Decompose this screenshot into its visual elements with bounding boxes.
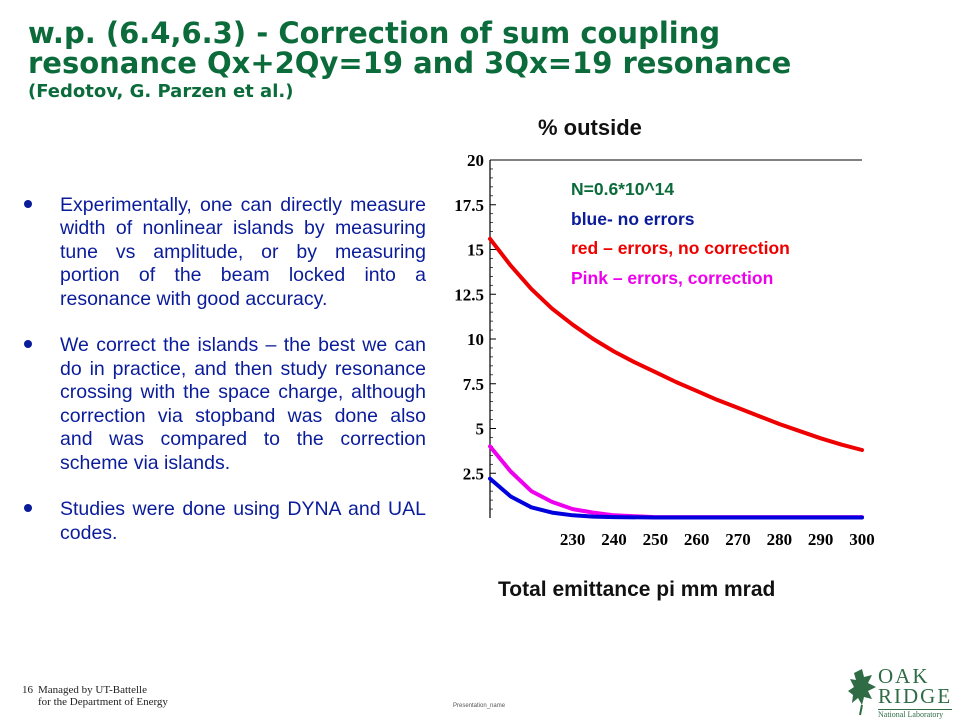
logo-word-2: RIDGE bbox=[878, 684, 953, 708]
y-tick-label: 7.5 bbox=[463, 375, 484, 394]
y-tick-label: 15 bbox=[467, 241, 484, 260]
x-tick-label: 260 bbox=[684, 530, 710, 549]
x-tick-label: 280 bbox=[767, 530, 793, 549]
annotation-red-series: red – errors, no correction bbox=[571, 238, 790, 258]
logo-word-3: National Laboratory bbox=[878, 709, 953, 719]
y-tick-label: 5 bbox=[476, 420, 485, 439]
oak-leaf-icon bbox=[848, 669, 876, 716]
x-tick-label: 300 bbox=[849, 530, 875, 549]
bullet-icon bbox=[24, 200, 32, 208]
title-line-2: resonance Qx+2Qy=19 and 3Qx=19 resonance bbox=[28, 46, 792, 81]
series-line bbox=[488, 476, 864, 520]
presentation-name: Presentation_name bbox=[453, 703, 506, 709]
bullet-icon bbox=[24, 340, 32, 349]
logo-word-1: OAK bbox=[878, 664, 930, 688]
series-line bbox=[488, 236, 864, 452]
bullet-item: We correct the islands – the best we can… bbox=[22, 334, 426, 475]
page-number: 16 bbox=[22, 684, 33, 696]
footer: 16 Managed by UT-Battelle for the Departm… bbox=[22, 684, 168, 708]
bullet-icon bbox=[24, 504, 32, 513]
title-line-3: (Fedotov, G. Parzen et al.) bbox=[28, 80, 294, 102]
bullet-item: Experimentally, one can directly measure… bbox=[22, 194, 426, 311]
x-tick-label: 270 bbox=[725, 530, 751, 549]
x-tick-label: 230 bbox=[560, 530, 586, 549]
oak-ridge-logo: OAK RIDGE National Laboratory bbox=[878, 664, 953, 719]
x-tick-label: 240 bbox=[601, 530, 627, 549]
footer-line-2: for the Department of Energy bbox=[38, 696, 168, 708]
y-tick-label: 12.5 bbox=[454, 285, 484, 304]
x-axis-label: Total emittance pi mm mrad bbox=[498, 578, 776, 601]
y-tick-label: 20 bbox=[467, 151, 484, 170]
line-chart: 2.5 5 7.5 10 12.5 15 17.5 20 230 240 250 260 270 280 2… bbox=[454, 151, 875, 549]
chart-title: % outside bbox=[538, 115, 642, 140]
y-tick-label: 10 bbox=[467, 330, 484, 349]
y-tick-label: 2.5 bbox=[463, 464, 484, 483]
footer-line-1: Managed by UT-Battelle bbox=[38, 684, 147, 696]
bullet-item: Studies were done using DYNA and UAL cod… bbox=[22, 498, 426, 545]
x-tick-label: 250 bbox=[643, 530, 669, 549]
annotation-beam-intensity: N=0.6*10^14 bbox=[571, 179, 675, 199]
bullet-text: Studies were done using DYNA and UAL cod… bbox=[60, 498, 426, 544]
annotation-pink-series: Pink – errors, correction bbox=[571, 267, 774, 288]
title-line-1: w.p. (6.4,6.3) - Correction of sum coupl… bbox=[28, 16, 721, 50]
chart-annotations: N=0.6*10^14 blue- no errors red – errors… bbox=[571, 175, 790, 293]
y-tick-label: 17.5 bbox=[454, 196, 484, 215]
annotation-blue-series: blue- no errors bbox=[571, 208, 695, 229]
bullet-list: Experimentally, one can directly measure… bbox=[22, 194, 426, 568]
slide-title: w.p. (6.4,6.3) - Correction of sum coupl… bbox=[28, 18, 938, 102]
x-tick-label: 290 bbox=[808, 530, 834, 549]
series-line bbox=[488, 444, 864, 520]
bullet-text: We correct the islands – the best we can… bbox=[60, 334, 426, 474]
bullet-text: Experimentally, one can directly measure… bbox=[60, 194, 426, 310]
